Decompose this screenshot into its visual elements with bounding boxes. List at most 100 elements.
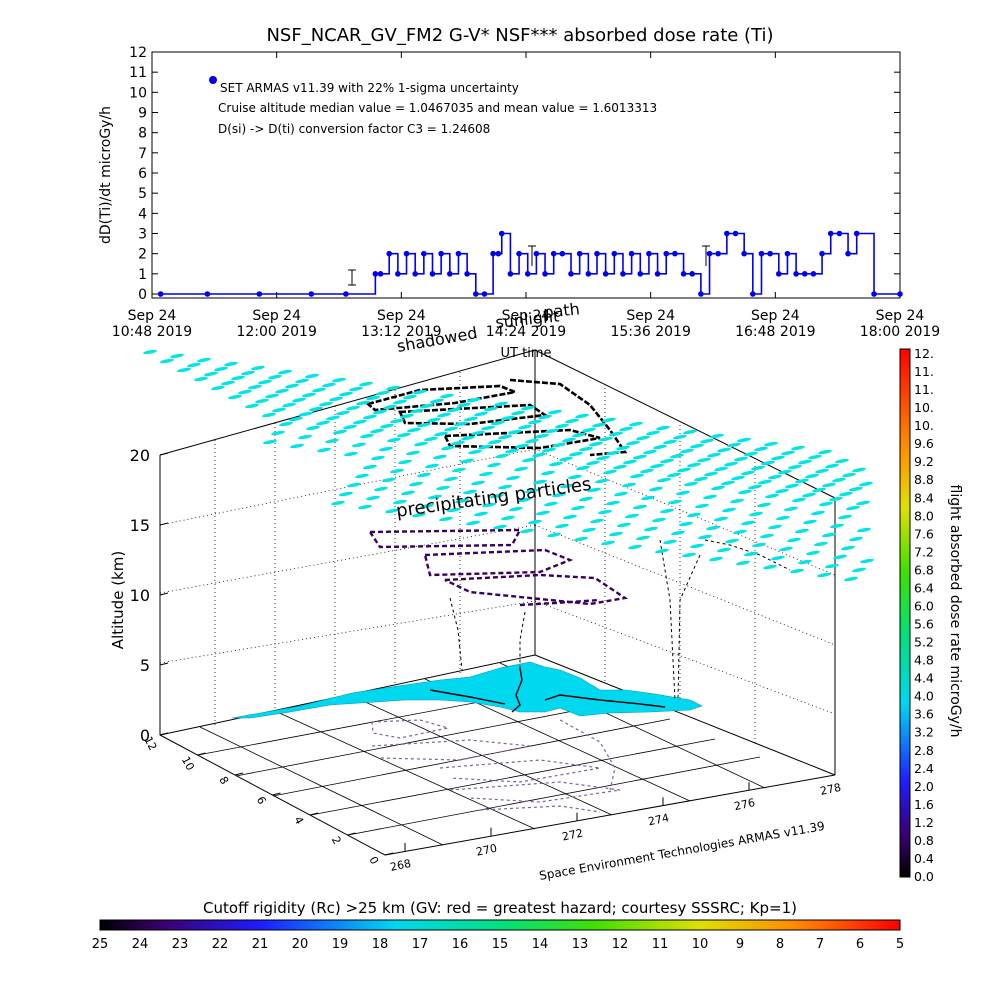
particle-dash [360,433,374,439]
particle-dash [349,386,363,392]
dose-rate-point [495,250,502,257]
particle-dash [511,410,525,416]
particle-dash [552,492,566,498]
dose-rate-point [455,250,462,257]
particle-dash [574,536,588,542]
particle-dash [829,496,843,502]
particle-dash [214,366,228,372]
dose-colorbar-tick: 7.6 [914,526,934,541]
dose-rate-point [637,271,644,277]
particle-dash [822,482,836,488]
dose-colorbar-tick: 1.2 [914,815,934,830]
particle-dash [784,506,798,512]
particle-dash [248,384,262,390]
dose-rate-point [646,250,652,257]
dose-rate-point [810,271,817,277]
particle-dash [427,417,441,423]
particle-dash [707,452,721,458]
dose-colorbar-tick: 4.4 [914,671,934,686]
particle-dash [568,474,582,480]
dose-rate-point [157,291,164,297]
particle-dash [694,476,708,482]
particle-dash [425,463,439,469]
particle-dash [400,413,414,419]
annotation-precipitating: precipitating particles [395,474,593,522]
particle-dash [760,533,774,539]
particle-dash [660,458,674,464]
particle-dash [613,464,627,470]
y-tick-label: 1 [138,267,147,283]
dose-rate-point [421,250,427,257]
particle-dash [170,353,184,359]
lat-tick-label: 2 [329,834,344,846]
particle-dash [428,494,442,500]
particle-dash [601,540,615,546]
particle-dash [143,349,157,355]
dose-rate-point [533,250,540,257]
particle-dash [811,510,825,516]
particle-dash [406,450,420,456]
particle-dash [358,504,372,510]
particle-dash [263,439,277,445]
particle-dash [326,415,340,421]
particle-dash [781,450,795,456]
particle-dash [832,477,846,483]
particle-dash [211,385,225,391]
particle-dash [768,474,782,480]
cutoff-colorbar-tick: 9 [736,937,744,952]
particle-dash [454,421,468,427]
y-tick-label: 0 [138,287,147,303]
particle-dash [687,462,701,468]
dose-rate-point [386,250,393,257]
lat-tick-label: 0 [366,854,381,866]
dose-rate-point [897,291,903,297]
particle-dash [751,465,765,471]
particle-dash [285,383,299,389]
particle-dash [649,486,663,492]
particle-dash [849,536,863,542]
cutoff-colorbar-tick: 20 [292,937,309,952]
lat-tick-mark [272,792,281,796]
dose-rate-point [524,271,531,277]
cutoff-colorbar-tick: 15 [492,937,509,952]
dose-rate-point [715,250,721,257]
x-tick-time: 15:36 2019 [610,324,690,340]
particle-dash [347,482,361,488]
dose-rate-point [472,291,479,297]
dose-colorbar-tick: 0.0 [914,869,934,884]
particle-dash [387,437,401,443]
particle-dash [805,473,819,479]
particle-dash [636,435,650,441]
dose-rate-line [160,232,900,295]
particle-dash [660,508,674,514]
particle-dash [586,460,600,466]
particle-dash [271,430,285,436]
particle-dash [482,502,496,508]
dose-rate-point [620,271,626,277]
particle-dash [640,468,654,474]
particle-dash [833,554,847,560]
x-tick-date: Sep 24 [626,308,675,324]
particle-dash [617,522,631,528]
particle-dash [258,379,272,385]
particle-dash [412,512,426,518]
particle-dash [752,542,766,548]
particle-dash [687,512,701,518]
z-tick-label: 5 [140,656,150,675]
dose-colorbar-tick: 0.8 [914,833,934,848]
lat-tick-mark [309,812,319,816]
particle-dash [359,381,373,387]
particle-dash [835,458,849,464]
particle-dash [695,503,709,509]
particle-dash [683,429,697,435]
cutoff-colorbar-tick: 5 [896,937,904,952]
floor-shadow-track [371,719,621,813]
particle-dash [590,518,604,524]
particle-dash [447,407,461,413]
particle-dash [576,465,590,471]
top-x-axis-label: UT time [501,346,552,361]
cutoff-colorbar-tick: 25 [92,937,109,952]
cutoff-colorbar-tick: 22 [212,937,229,952]
particle-dash [629,421,643,427]
dose-rate-point [724,230,730,237]
